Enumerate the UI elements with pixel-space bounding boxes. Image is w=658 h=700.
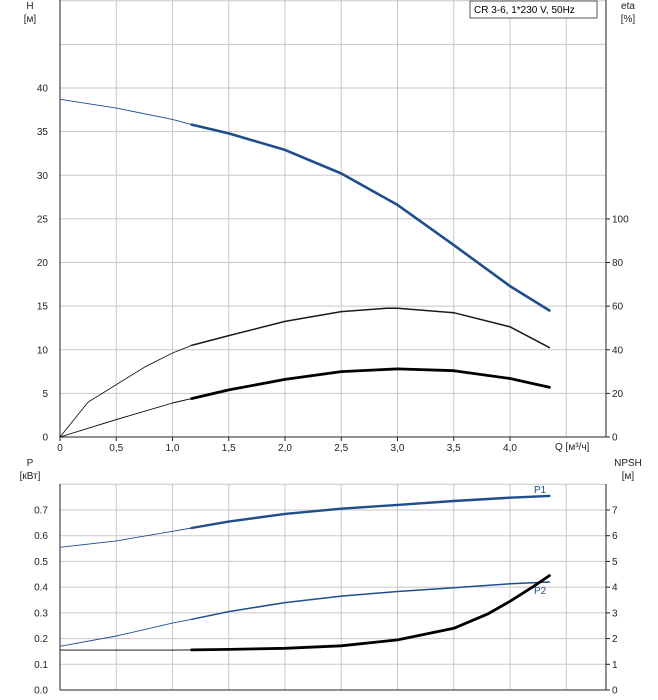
legend-box-frame: [469, 0, 598, 19]
y-right-tick-label: 3: [612, 608, 618, 619]
p2-curve-thick: [190, 581, 551, 621]
top-y-right-label: eta: [621, 1, 635, 12]
y-right-tick-label: 6: [612, 531, 618, 542]
bottom-y-right-unit: [м]: [622, 471, 635, 482]
efficiency-curve-thin: [59, 344, 192, 438]
y-right-tick-label: 5: [612, 557, 618, 568]
grid-layer: [59, 0, 607, 691]
p1-curve-thin: [59, 527, 192, 548]
y-left-tick-label: 0.1: [34, 660, 48, 671]
y-left-tick-label: 0.0: [34, 686, 48, 697]
y-left-tick-label: 25: [37, 214, 49, 225]
npsh-curve-thick: [190, 574, 551, 652]
bottom-y-left-unit: [кВт]: [20, 471, 41, 482]
y-right-tick-label: 60: [612, 302, 624, 313]
y-right-tick-label: 100: [612, 214, 629, 225]
efficiency-curve-thick: [190, 307, 551, 349]
y-left-tick-label: 10: [37, 345, 49, 356]
x-tick-label: 4,0: [503, 443, 517, 454]
y-right-tick-label: 7: [612, 506, 618, 517]
x-tick-label: 0: [57, 443, 63, 454]
y-left-tick-label: 20: [37, 258, 49, 269]
y-left-tick-label: 0.3: [34, 608, 48, 619]
y-left-tick-label: 0.4: [34, 583, 48, 594]
x-tick-label: 3,0: [391, 443, 405, 454]
y-right-tick-label: 0: [612, 433, 618, 444]
series-layer: [59, 98, 551, 652]
y-right-tick-label: 1: [612, 660, 618, 671]
efficiency-thick-curve-thin: [59, 398, 192, 438]
p2-label: P2: [534, 586, 547, 597]
top-y-right-unit: [%]: [621, 14, 636, 25]
legend-box-text: CR 3-6, 1*230 V, 50Hz: [474, 5, 575, 16]
y-left-tick-label: 0.6: [34, 531, 48, 542]
y-right-tick-label: 40: [612, 345, 624, 356]
bottom-y-left-label: P: [27, 458, 34, 469]
efficiency-thick-curve-thick: [190, 367, 551, 400]
y-left-tick-label: 35: [37, 127, 49, 138]
x-tick-label: 2,5: [334, 443, 348, 454]
bottom-y-right-label: NPSH: [614, 458, 642, 469]
y-left-tick-label: 0: [42, 433, 48, 444]
p1-label: P1: [534, 485, 547, 496]
y-left-tick-label: 5: [42, 389, 48, 400]
x-tick-label: 0,5: [109, 443, 123, 454]
x-tick-label: 1,5: [222, 443, 236, 454]
x-tick-label: 2,0: [278, 443, 292, 454]
y-left-tick-label: 40: [37, 84, 49, 95]
top-y-left-label: H: [26, 1, 33, 12]
top-y-left-unit: [м]: [24, 14, 37, 25]
p1-curve-thick: [190, 494, 551, 530]
y-right-tick-label: 2: [612, 634, 618, 645]
y-right-tick-label: 80: [612, 258, 624, 269]
y-left-tick-label: 0.2: [34, 634, 48, 645]
y-right-tick-label: 4: [612, 583, 618, 594]
x-tick-label: 3,5: [447, 443, 461, 454]
y-left-tick-label: 15: [37, 302, 49, 313]
head-curve-thick: [190, 123, 551, 312]
x-axis-label: Q [м³/ч]: [555, 442, 590, 453]
head-curve-thin: [59, 98, 192, 126]
y-left-tick-label: 0.7: [34, 506, 48, 517]
p2-curve-thin: [59, 618, 192, 647]
y-left-tick-label: 30: [37, 171, 49, 182]
y-right-tick-label: 20: [612, 389, 624, 400]
y-right-tick-label: 0: [612, 686, 618, 697]
y-left-tick-label: 0.5: [34, 557, 48, 568]
x-tick-label: 1,0: [166, 443, 180, 454]
